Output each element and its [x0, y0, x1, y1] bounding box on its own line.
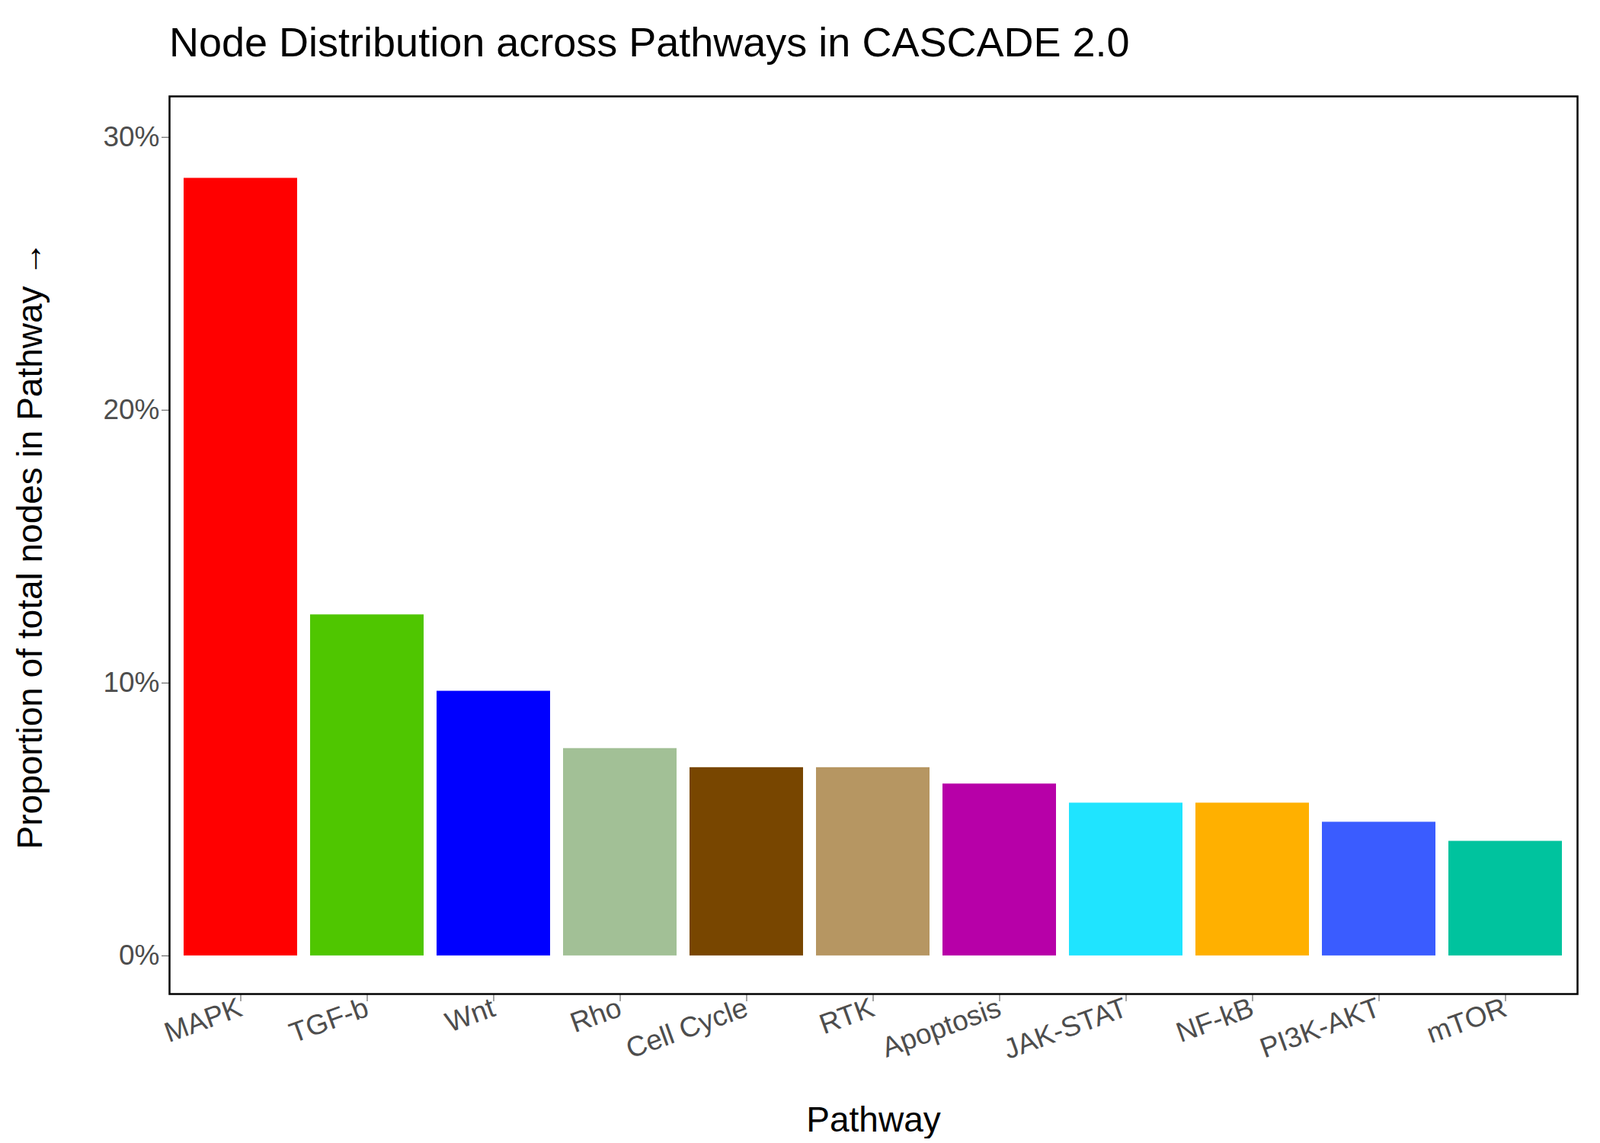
svg-text:Proportion of total nodes in P: Proportion of total nodes in Pathway →	[9, 241, 50, 850]
svg-text:RTK: RTK	[815, 991, 879, 1040]
svg-text:Apoptosis: Apoptosis	[877, 991, 1005, 1063]
svg-text:30%: 30%	[102, 121, 160, 153]
svg-text:10%: 10%	[102, 666, 160, 698]
svg-text:Cell Cycle: Cell Cycle	[621, 991, 752, 1064]
html-text:Node Distribution across Pathw: Node Distribution across Pathways in CAS…	[169, 19, 1130, 65]
svg-text:NF-kB: NF-kB	[1171, 991, 1258, 1048]
svg-text:mTOR: mTOR	[1422, 991, 1511, 1050]
svg-text:20%: 20%	[102, 393, 160, 426]
svg-text:Pathway: Pathway	[806, 1099, 941, 1140]
svg-text:JAK-STAT: JAK-STAT	[999, 991, 1132, 1065]
svg-text:PI3K-AKT: PI3K-AKT	[1255, 991, 1385, 1064]
svg-text:TGF-b: TGF-b	[284, 991, 372, 1049]
svg-text:MAPK: MAPK	[160, 991, 247, 1049]
svg-text:Rho: Rho	[566, 991, 626, 1039]
svg-text:Wnt: Wnt	[441, 991, 500, 1038]
svg-text:0%: 0%	[118, 939, 160, 971]
